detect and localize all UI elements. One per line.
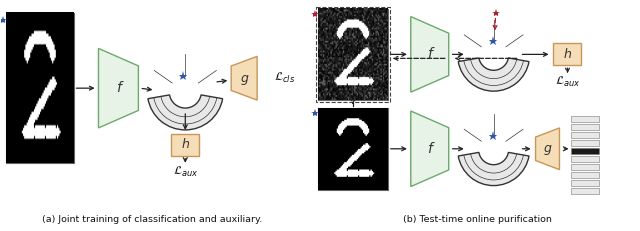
- Text: h: h: [564, 48, 572, 61]
- Text: f: f: [116, 81, 121, 95]
- Polygon shape: [411, 17, 449, 92]
- Text: f: f: [428, 142, 432, 156]
- Text: (b) Test-time online purification: (b) Test-time online purification: [403, 215, 552, 224]
- Bar: [572, 156, 600, 162]
- Text: g: g: [240, 72, 248, 85]
- Text: (a) Joint training of classification and auxiliary.: (a) Joint training of classification and…: [42, 215, 262, 224]
- Polygon shape: [231, 56, 257, 100]
- Bar: [572, 132, 600, 138]
- Bar: [572, 148, 600, 154]
- Wedge shape: [458, 152, 529, 185]
- Bar: [572, 140, 600, 146]
- Polygon shape: [536, 128, 559, 170]
- Text: f: f: [428, 47, 432, 61]
- Bar: [172, 134, 199, 156]
- Bar: [554, 43, 581, 65]
- Bar: [318, 108, 388, 190]
- Text: $\mathcal{L}_{aux}$: $\mathcal{L}_{aux}$: [555, 75, 580, 89]
- Polygon shape: [99, 49, 138, 128]
- Bar: [6, 13, 74, 163]
- Bar: [572, 164, 600, 170]
- Bar: [572, 116, 600, 122]
- Text: g: g: [543, 142, 552, 155]
- Bar: [572, 180, 600, 186]
- Bar: [572, 188, 600, 194]
- Wedge shape: [148, 95, 223, 130]
- Bar: [318, 9, 388, 100]
- Text: $\mathcal{L}_{cls}$: $\mathcal{L}_{cls}$: [274, 71, 295, 85]
- Wedge shape: [458, 58, 529, 91]
- Polygon shape: [411, 111, 449, 187]
- Bar: [572, 172, 600, 178]
- Bar: [572, 124, 600, 131]
- Text: h: h: [181, 138, 189, 151]
- Text: $\mathcal{L}_{aux}$: $\mathcal{L}_{aux}$: [173, 165, 198, 179]
- Bar: [316, 7, 390, 102]
